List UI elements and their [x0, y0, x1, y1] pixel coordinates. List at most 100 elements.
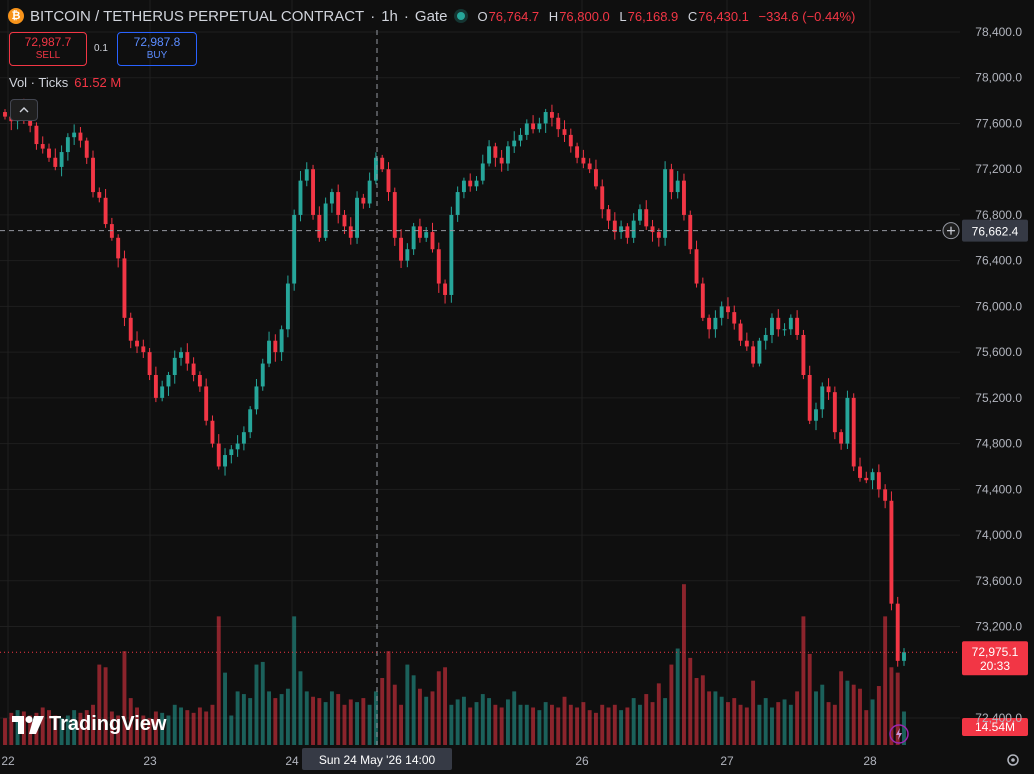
candle-body [631, 220, 636, 238]
collapse-legend-button[interactable] [10, 99, 38, 121]
volume-bar [122, 651, 127, 745]
volume-bar [493, 704, 498, 745]
volume-bar [713, 691, 718, 745]
candle-body [241, 432, 246, 444]
candle-body [430, 232, 435, 250]
lightning-icon[interactable] [889, 724, 909, 744]
volume-bar [820, 684, 825, 745]
add-alert-icon[interactable] [942, 222, 960, 240]
volume-bar [807, 653, 812, 745]
volume-bar [512, 691, 517, 745]
time-axis: 22 23 24 26 27 28 [1, 754, 1019, 768]
candle-body [820, 386, 825, 410]
candle-body [876, 472, 881, 490]
crosshair-price-label: 76,662.4 [972, 225, 1019, 239]
candle-body [682, 180, 686, 215]
settings-icon[interactable] [1007, 754, 1019, 766]
volume-bar [191, 712, 196, 745]
crosshair-time-box [302, 748, 452, 770]
candle-body [493, 146, 498, 158]
volume-bar [317, 698, 322, 745]
candle-body [141, 346, 146, 353]
candle-body [738, 323, 743, 341]
candle-body [411, 226, 416, 250]
volume-bar [53, 715, 58, 745]
exchange[interactable]: Gate [414, 7, 448, 25]
volume-bar [342, 704, 347, 745]
candle-body [373, 157, 378, 181]
candle-body [47, 148, 51, 158]
candle-body [361, 197, 366, 204]
volume-bar [839, 671, 844, 745]
candle-body [751, 346, 756, 364]
candle-body [380, 157, 385, 170]
candle-body [744, 340, 749, 347]
candle-body [59, 152, 64, 167]
candle-body [197, 375, 202, 387]
volume-bar [468, 707, 473, 745]
candle-body [304, 169, 309, 181]
volume-bar [185, 710, 190, 745]
volume-bar [373, 691, 378, 745]
volume-bar [166, 715, 171, 745]
buy-button[interactable]: 72,987.8 BUY [117, 32, 197, 66]
candle-body [883, 489, 888, 501]
sell-label: SELL [35, 50, 61, 61]
candle-body [292, 214, 297, 284]
candle-body [650, 226, 655, 233]
volume-bar [248, 698, 253, 745]
volume-bar [625, 707, 630, 745]
volume-bar [505, 699, 510, 745]
candle-body [518, 134, 523, 141]
symbol-title[interactable]: BITCOIN / TETHERUS PERPETUAL CONTRACT [30, 7, 365, 25]
volume-bar [638, 704, 642, 745]
candle-body [606, 209, 611, 221]
time-tick-label: 26 [575, 754, 589, 768]
volume-bar [367, 704, 372, 745]
lightning-icon-bolt [896, 728, 902, 740]
bitcoin-icon: ₿ [8, 8, 24, 24]
volume-bar [298, 671, 303, 745]
volume-bar [197, 707, 202, 745]
volume-bar [229, 715, 234, 745]
chart-header: ₿ BITCOIN / TETHERUS PERPETUAL CONTRACT … [8, 6, 861, 26]
volume-bar [84, 710, 89, 745]
volume-bar [669, 664, 674, 745]
volume-bar [3, 718, 7, 745]
candle-body [204, 386, 209, 421]
sell-button[interactable]: 72,987.7 SELL [9, 32, 87, 66]
sell-price: 72,987.7 [24, 35, 72, 49]
candle-body [575, 146, 580, 158]
spread-value: 0.1 [94, 43, 108, 54]
candle-body [84, 140, 89, 158]
price-tick-label: 76,400.0 [975, 254, 1022, 268]
candle-body [700, 283, 705, 318]
volume-bar [487, 698, 492, 745]
separator: · [370, 7, 376, 25]
candle-body [355, 197, 360, 238]
volume-bar [59, 718, 64, 745]
candle-body [763, 334, 768, 341]
candle-body [216, 443, 221, 467]
candle-body [839, 432, 844, 444]
candle-body [424, 232, 429, 238]
volume-bar [336, 694, 341, 745]
volume-bar [876, 686, 881, 745]
candle-body [367, 180, 372, 204]
volume-bar [424, 696, 429, 745]
volume-bar [663, 698, 668, 745]
volume-bar [581, 702, 586, 745]
volume-bar [531, 707, 536, 745]
candle-body [594, 169, 598, 187]
price-tick-label: 73,200.0 [975, 620, 1022, 634]
interval[interactable]: 1h [381, 7, 398, 25]
candle-body [91, 157, 95, 193]
candle-body [122, 258, 127, 318]
candle-body [549, 112, 554, 118]
price-axis: 78,400.0 78,000.0 77,600.0 77,200.0 76,800.0… [975, 25, 1022, 725]
candle-body [267, 340, 271, 364]
volume-bar [141, 715, 146, 745]
candle-body [254, 386, 259, 410]
volume-legend[interactable]: Vol · Ticks 61.52 M [9, 75, 121, 90]
